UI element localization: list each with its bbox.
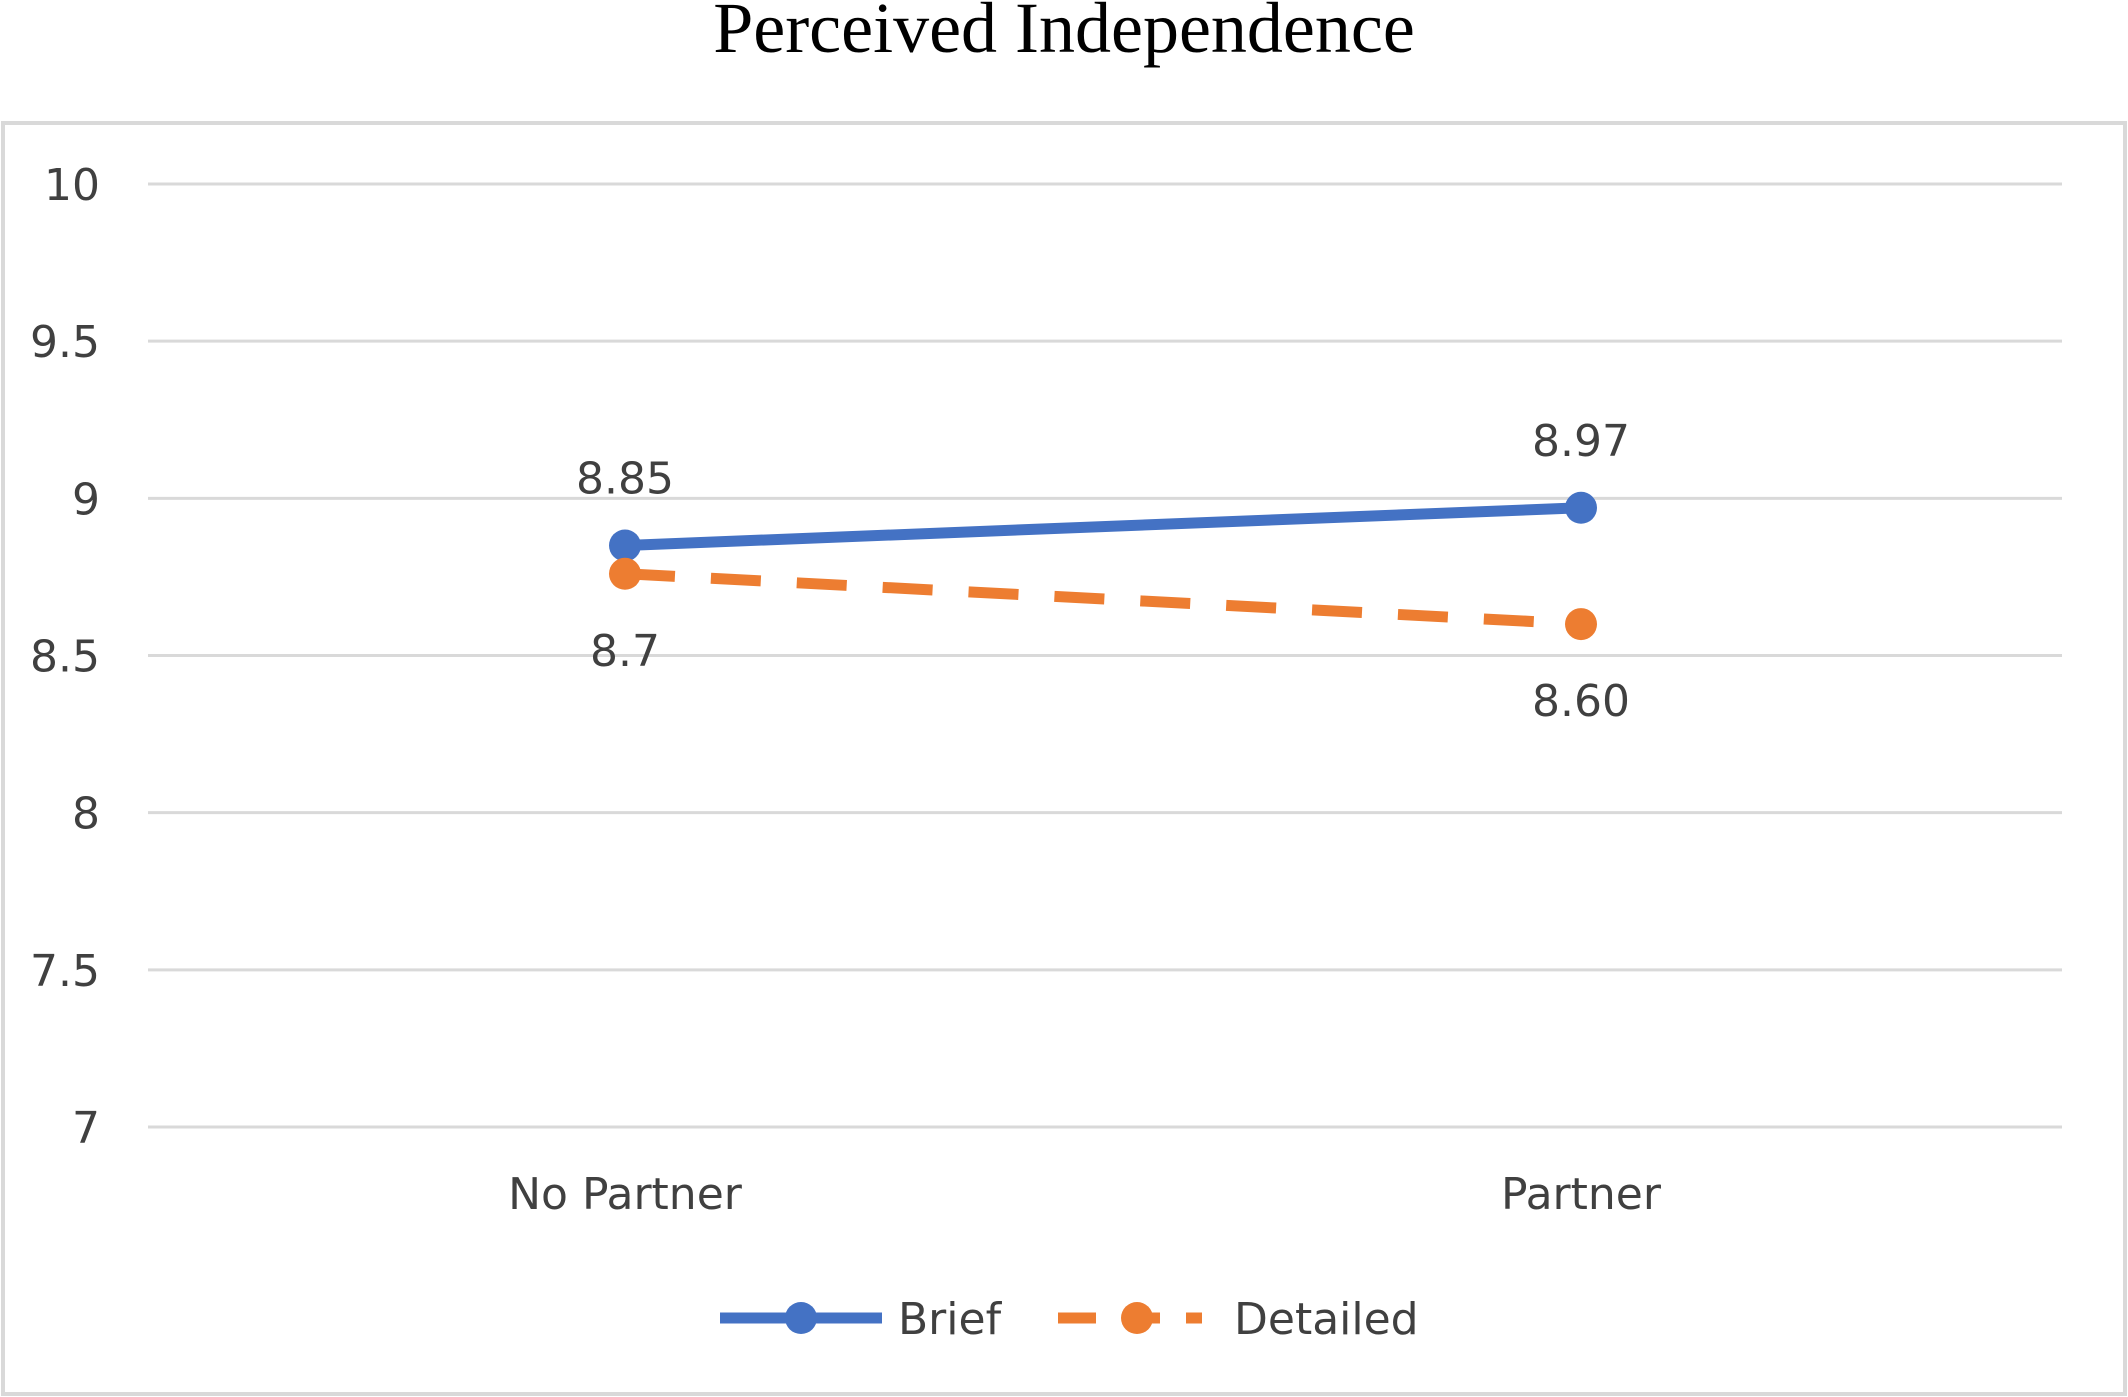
data-label-detailed: 8.60 [1532, 676, 1630, 727]
legend-item-detailed: Detailed [1058, 1294, 1419, 1345]
x-category-label: Partner [1501, 1169, 1662, 1220]
y-tick-label: 9.5 [30, 317, 100, 368]
legend-label: Brief [898, 1294, 1003, 1345]
y-tick-label: 8.5 [30, 632, 100, 683]
data-label-brief: 8.85 [576, 453, 674, 504]
data-labels: 8.85 8.97 8.7 8.60 [576, 416, 1630, 727]
x-category-label: No Partner [508, 1169, 743, 1220]
legend-item-brief: Brief [720, 1294, 1003, 1345]
chart-frame [1, 121, 2127, 1396]
y-tick-label: 7 [72, 1103, 100, 1154]
x-axis-category-labels: No Partner Partner [508, 1169, 1662, 1220]
y-tick-label: 10 [44, 160, 100, 211]
data-label-brief: 8.97 [1532, 416, 1630, 467]
data-point-detailed [1565, 608, 1597, 641]
legend: Brief Detailed [720, 1294, 1419, 1345]
legend-label: Detailed [1234, 1294, 1419, 1345]
legend-swatch-marker [785, 1302, 817, 1334]
data-point-detailed [609, 557, 641, 590]
data-point-brief [1565, 491, 1597, 524]
data-label-detailed: 8.7 [590, 626, 660, 677]
chart-title: Perceived Independence [713, 0, 1415, 68]
series-line-brief [624, 502, 1582, 551]
data-point-brief [609, 529, 641, 562]
gridlines [148, 182, 2062, 1129]
y-tick-label: 8 [72, 789, 100, 840]
y-axis-tick-labels: 7 7.5 8 8.5 9 9.5 10 [30, 160, 100, 1154]
y-tick-label: 7.5 [30, 946, 100, 997]
y-tick-label: 9 [72, 474, 100, 525]
legend-swatch-marker [1121, 1302, 1153, 1334]
series-layer [609, 491, 1597, 641]
series-line-detailed [624, 568, 1582, 630]
